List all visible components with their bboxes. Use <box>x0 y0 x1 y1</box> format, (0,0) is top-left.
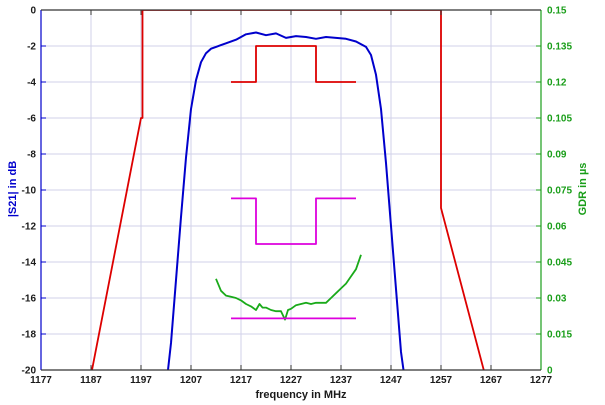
y2-tick-label: 0.03 <box>547 294 567 305</box>
y-tick-label: -20 <box>22 366 37 377</box>
y-tick-label: -18 <box>22 330 37 341</box>
y-tick-label: -10 <box>22 186 37 197</box>
y2-tick-label: 0.045 <box>547 258 572 269</box>
x-tick-label: 1197 <box>130 375 152 386</box>
y-tick-label: -6 <box>27 114 36 125</box>
x-tick-label: 1267 <box>480 375 503 386</box>
axes <box>40 9 542 371</box>
x-tick-label: 1177 <box>30 375 52 386</box>
x-tick-label: 1207 <box>180 375 203 386</box>
series-layer <box>91 10 485 370</box>
y-tick-label: -12 <box>22 222 37 233</box>
y-tick-label: 0 <box>30 6 36 17</box>
x-tick-label: 1237 <box>330 375 353 386</box>
passband-mask-line <box>231 45 356 83</box>
y2-tick-label: 0.015 <box>547 330 572 341</box>
y2-tick-label: 0.06 <box>547 222 567 233</box>
x-tick-label: 1257 <box>430 375 453 386</box>
x-tick-label: 1247 <box>380 375 403 386</box>
x-tick-label: 1187 <box>80 375 102 386</box>
y-tick-label: -2 <box>27 42 36 53</box>
y2-tick-label: 0.105 <box>547 114 572 125</box>
attenuation-mask-line <box>91 10 485 370</box>
x-tick-label: 1227 <box>280 375 303 386</box>
s21-response-line <box>166 31 405 370</box>
y-tick-label: -16 <box>22 294 37 305</box>
x-axis-label: frequency in MHz <box>255 389 347 401</box>
y2-tick-label: 0.09 <box>547 150 567 161</box>
x-tick-label: 1217 <box>230 375 253 386</box>
gdr-line <box>215 254 362 321</box>
gdr-upper-mask-line <box>231 197 356 245</box>
y-axis-label: |S21| in dB <box>7 161 19 217</box>
y-tick-label: -14 <box>22 258 37 269</box>
y-tick-label: -8 <box>27 150 36 161</box>
y2-axis-label: GDR in µs <box>577 163 589 216</box>
y2-tick-label: 0.15 <box>547 6 567 17</box>
grid <box>41 10 541 370</box>
y2-tick-label: 0 <box>547 366 553 377</box>
x-tick-label: 1277 <box>530 375 553 386</box>
y2-tick-label: 0.135 <box>547 42 572 53</box>
y2-tick-label: 0.12 <box>547 78 567 89</box>
tick-labels: 1177 1187 1197 1207 1217 1227 1237 1247 1257 1267… <box>22 6 573 387</box>
y-tick-label: -4 <box>27 78 36 89</box>
y2-tick-label: 0.075 <box>547 186 572 197</box>
